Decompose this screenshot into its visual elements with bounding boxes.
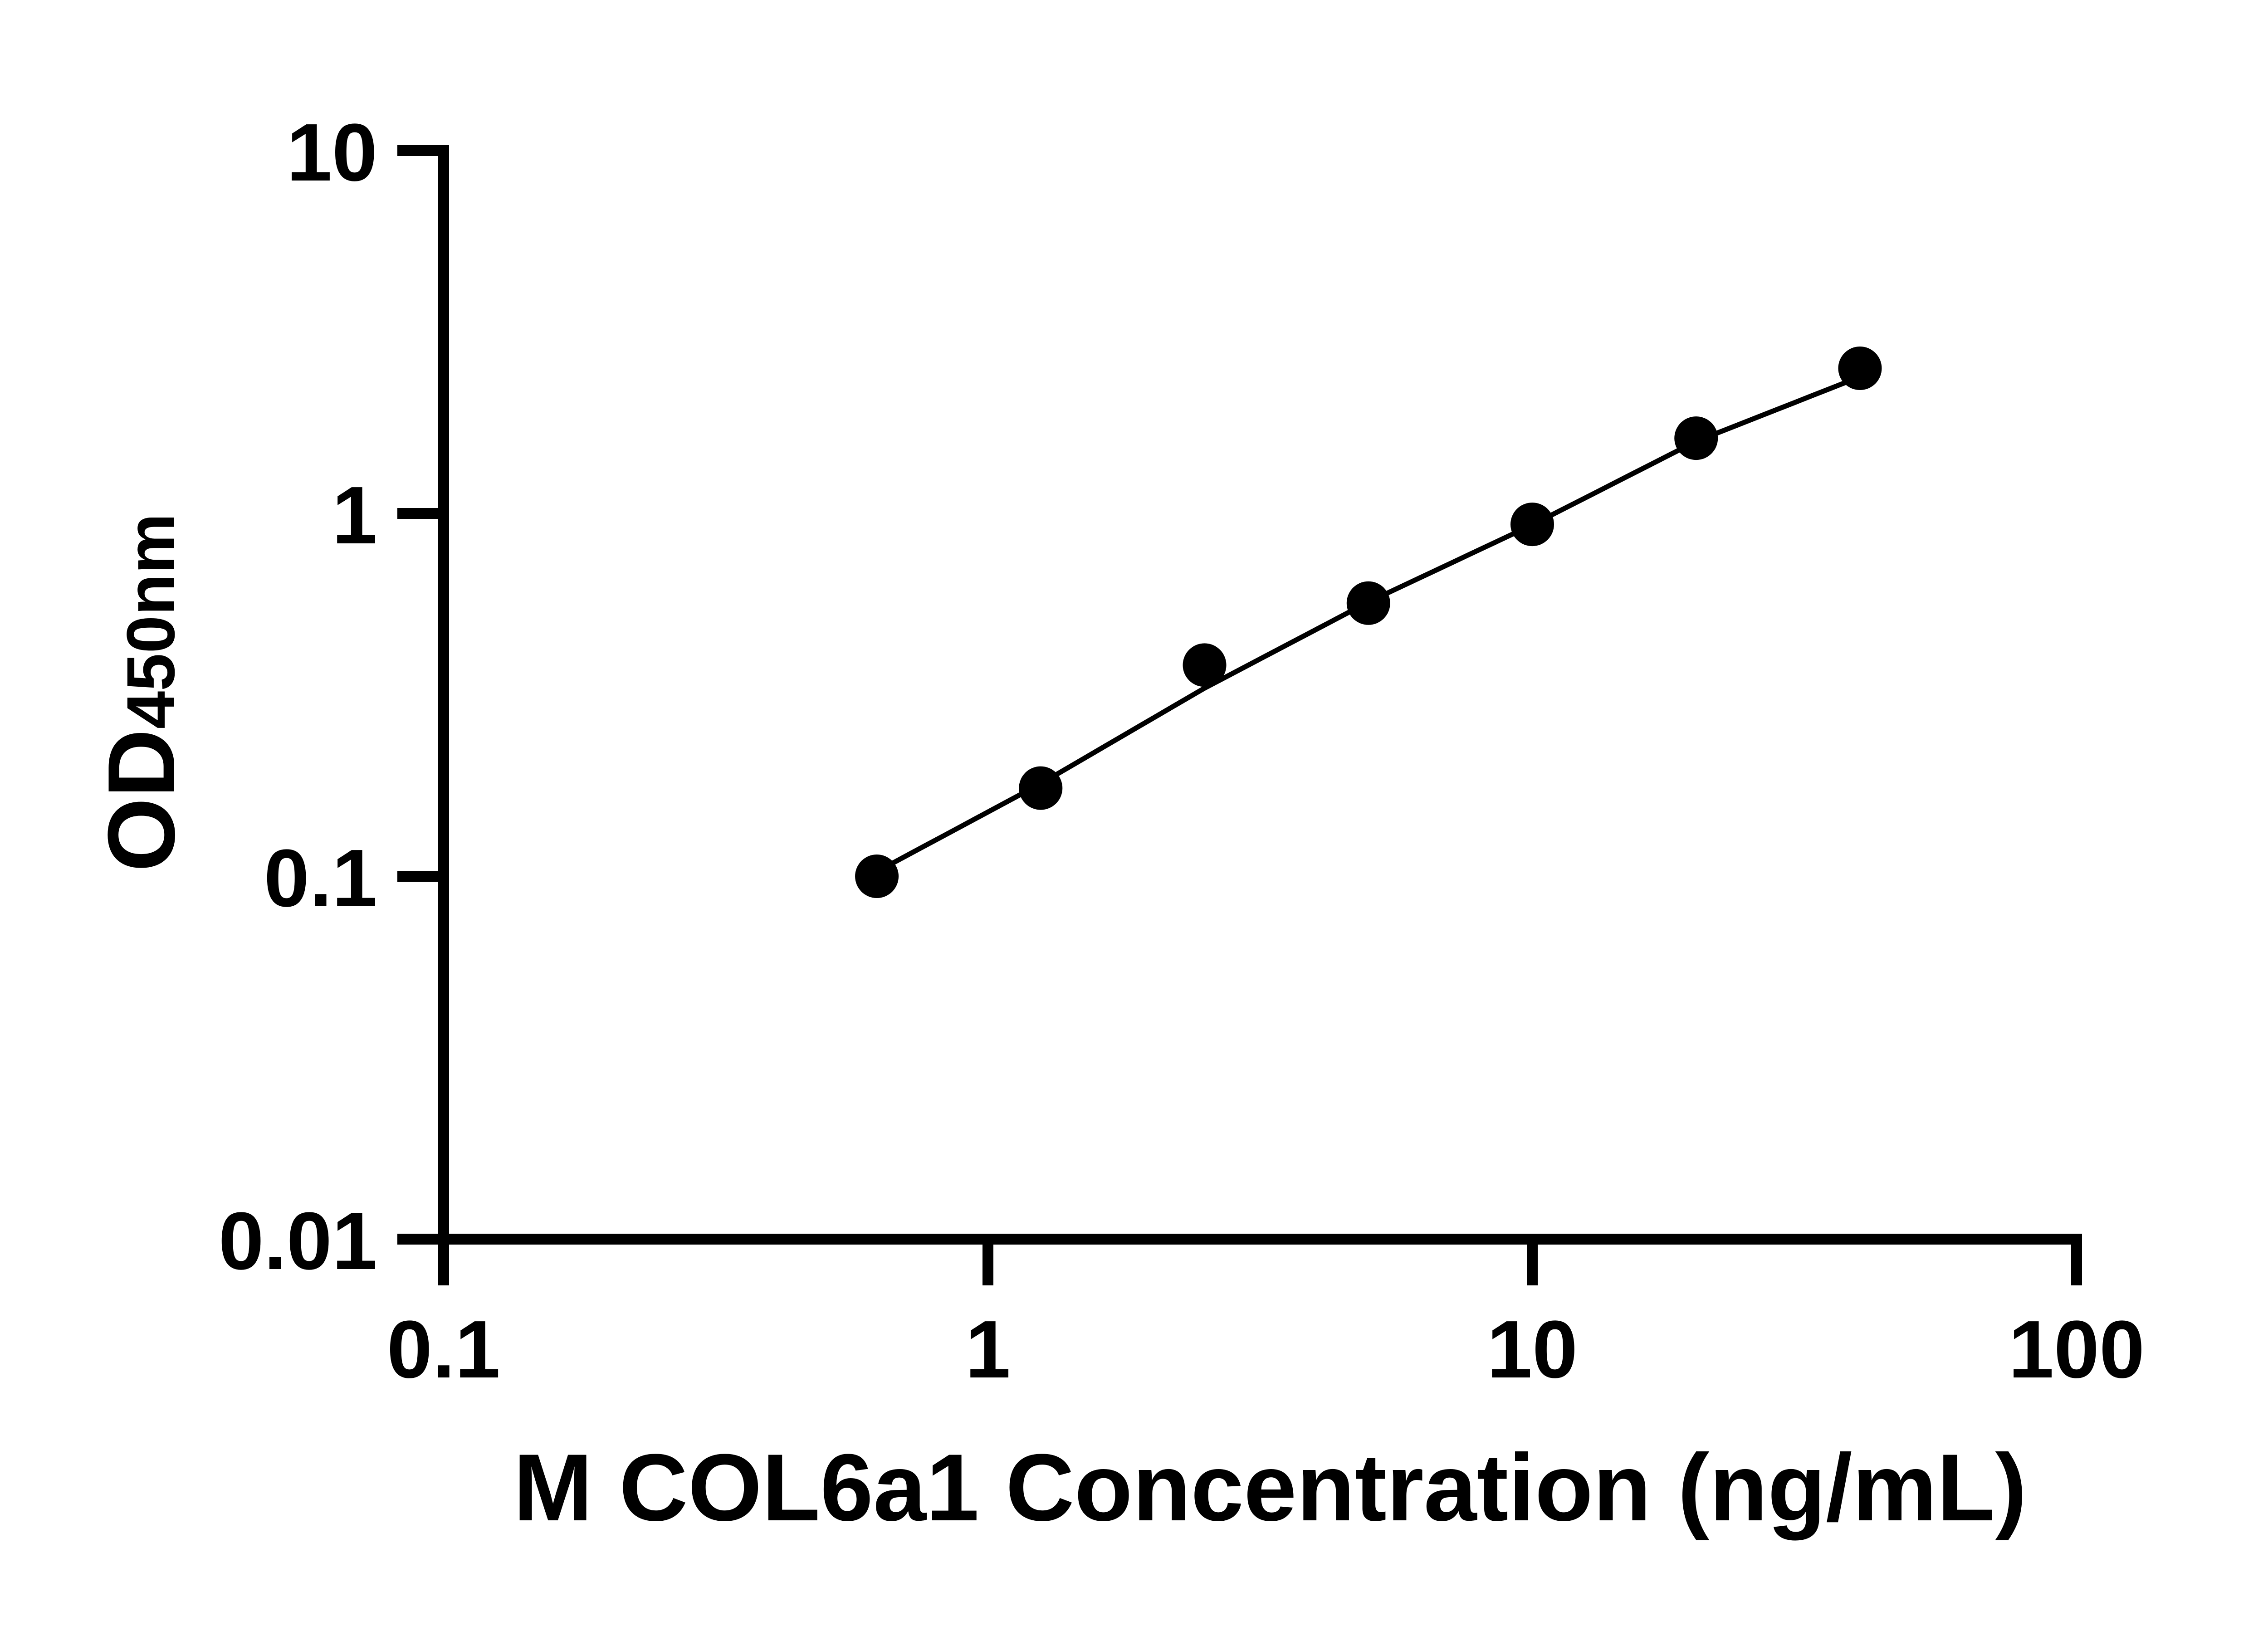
x-tick-label: 100: [2009, 1304, 2145, 1395]
y-tick-label: 1: [332, 470, 377, 561]
y-tick-label: 0.01: [219, 1196, 377, 1287]
x-ticks: 0.1 1 10 100: [387, 1234, 2145, 1395]
data-point: [1183, 643, 1227, 687]
y-axis-title-main: OD: [88, 729, 195, 872]
data-point: [1510, 503, 1554, 547]
axes: [438, 145, 2082, 1285]
data-point: [1674, 416, 1718, 460]
data-point: [855, 855, 899, 898]
x-tick-label: 10: [1487, 1304, 1578, 1395]
y-tick-label: 10: [287, 107, 377, 198]
x-axis-title: M COL6a1 Concentration (ng/mL): [513, 1434, 2027, 1541]
data-points: [855, 346, 1882, 898]
y-axis-title: OD450nm: [88, 513, 195, 872]
x-tick-label: 0.1: [387, 1304, 500, 1395]
data-point: [1346, 581, 1390, 625]
y-axis-title-subscript: 450nm: [112, 513, 189, 729]
data-point: [1019, 766, 1063, 810]
y-tick-label: 0.1: [264, 833, 377, 924]
data-point: [1838, 346, 1882, 390]
y-ticks: 0.01 0.1 1 10: [219, 107, 449, 1287]
x-tick-label: 1: [965, 1304, 1011, 1395]
